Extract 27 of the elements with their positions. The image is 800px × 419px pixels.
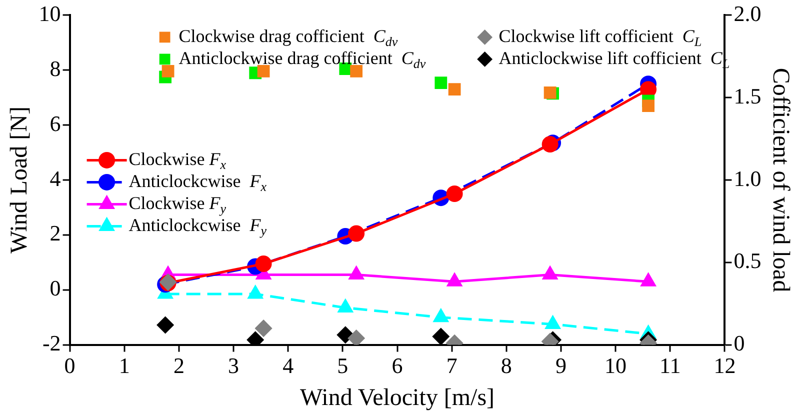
- x-tick-label: 1: [118, 352, 130, 378]
- x-tick-label: 11: [660, 352, 681, 378]
- y-tick-label: 4: [50, 166, 61, 191]
- x-tick-label: 6: [392, 352, 403, 378]
- y2-tick-label: 0: [734, 330, 745, 356]
- y-tick-label: 6: [50, 110, 61, 136]
- y2-tick-label: 1.0: [734, 166, 762, 191]
- x-tick-label: 10: [604, 352, 627, 378]
- y2-axis-title: Cofficient of wind load: [767, 68, 794, 292]
- x-tick-label: 5: [337, 352, 348, 378]
- y-tick-label: 0: [50, 276, 61, 301]
- x-tick-label: 4: [282, 352, 294, 378]
- x-tick-label: 9: [555, 352, 566, 378]
- x-tick-label: 7: [446, 352, 458, 378]
- y2-tick-label: 1.5: [734, 83, 762, 108]
- x-tick-label: 8: [500, 352, 512, 378]
- x-axis-title: Wind Velocity [m/s]: [300, 384, 495, 411]
- y2-tick-label: 0.5: [734, 248, 762, 274]
- x-tick-label: 2: [173, 352, 184, 378]
- y-tick-label: 10: [38, 0, 61, 26]
- y2-tick-label: 2.0: [734, 0, 762, 26]
- y-tick-label: 8: [50, 56, 61, 81]
- x-tick-label: 3: [228, 352, 240, 378]
- y-tick-label: 2: [50, 220, 61, 246]
- x-tick-label: 12: [714, 352, 736, 378]
- y-axis-title: Wind Load [N]: [6, 106, 33, 254]
- y-tick-label: -2: [42, 330, 61, 356]
